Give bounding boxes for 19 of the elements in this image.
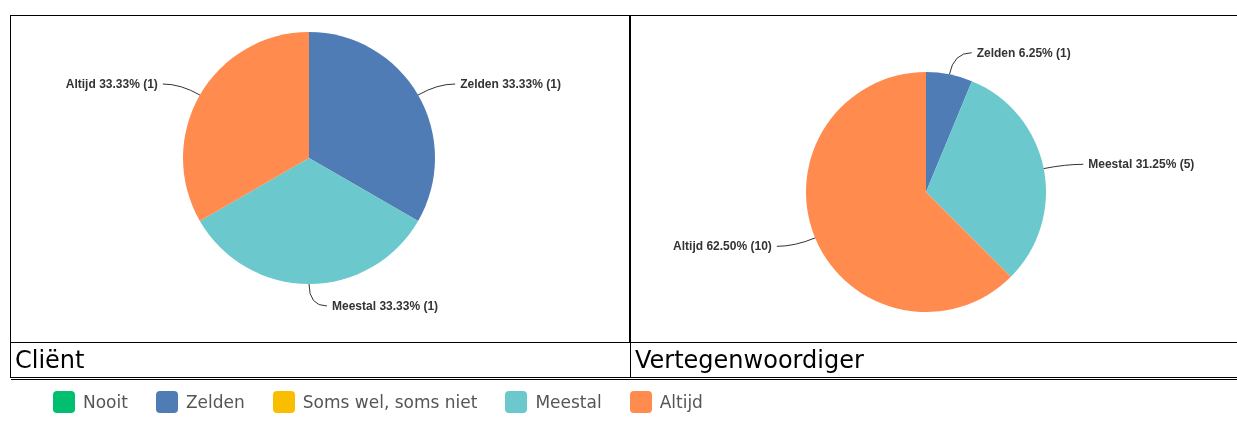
text: Vertegenwoordiger — [630, 343, 1237, 378]
slice-label: Altijd — [673, 239, 704, 254]
slice-label: Meestal — [332, 299, 377, 313]
data-label: 6.25% (1) — [1018, 45, 1071, 60]
data-label: 33.33% (1) — [379, 299, 439, 313]
data-label: 62.50% (10) — [706, 239, 772, 254]
slice-label: Meestal — [1088, 157, 1133, 172]
legend-label: Meestal — [535, 390, 602, 414]
data-label: 33.33% (1) — [502, 77, 561, 91]
data-label: 33.33% (1) — [99, 77, 158, 91]
slice-label: Zelden — [976, 45, 1016, 60]
text: Cliënt — [10, 343, 630, 378]
legend-label: Soms wel, soms niet — [302, 390, 478, 414]
legend-label: Altijd — [659, 390, 703, 414]
legend-label: Nooit — [83, 390, 128, 414]
slice-label: Zelden — [460, 77, 499, 91]
data-label: 31.25% (5) — [1135, 157, 1195, 172]
legend-label: Zelden — [185, 390, 245, 414]
slice-label: Altijd — [65, 77, 96, 91]
